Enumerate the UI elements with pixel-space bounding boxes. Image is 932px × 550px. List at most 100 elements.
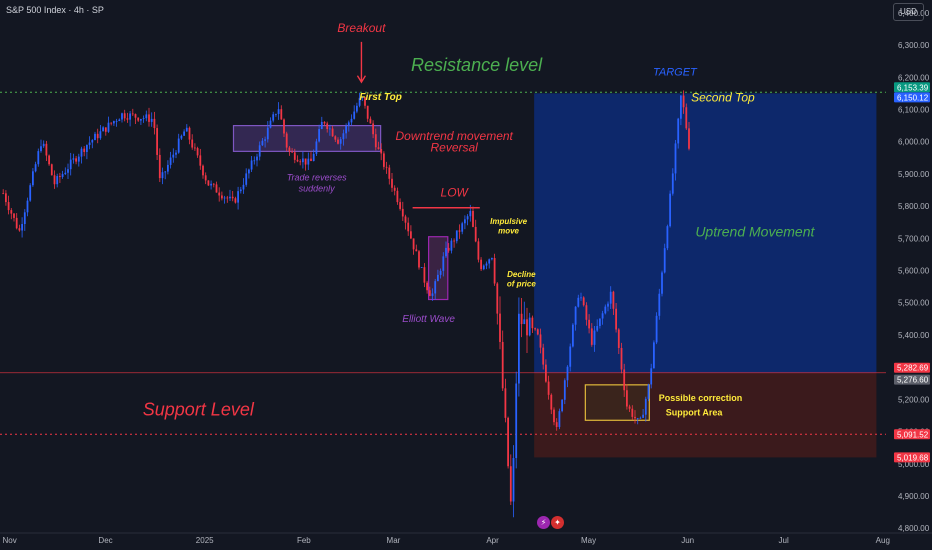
candle-body	[145, 114, 148, 119]
x-tick-5: Apr	[486, 536, 499, 545]
candle-body	[623, 369, 626, 391]
candle-body	[580, 297, 582, 299]
candle-body	[358, 97, 361, 106]
annotation-9: Second Top	[691, 90, 755, 104]
annotation-7: LOW	[441, 185, 470, 199]
candle-body	[663, 248, 666, 273]
y-tick-9: 5,500.00	[898, 299, 930, 308]
candle-body	[550, 394, 553, 410]
candle-body	[274, 113, 277, 115]
price-tags: 6,153.396,150.12 5,282.69 5,276.60 5,091.52…	[894, 82, 930, 463]
candle-body	[374, 134, 377, 148]
candle-body	[596, 326, 599, 331]
candle-body	[158, 154, 161, 179]
candle-body	[469, 210, 472, 217]
candle-body	[37, 151, 40, 165]
price-tag-bg	[894, 92, 930, 103]
candle-body	[655, 315, 658, 343]
candle-body	[283, 119, 285, 134]
candle-body	[517, 313, 520, 384]
price-tag-4: 5,091.52	[897, 430, 929, 439]
x-tick-6: May	[581, 536, 596, 545]
candle-body	[83, 148, 86, 152]
candle-body	[674, 143, 677, 174]
lightning-icon[interactable]: ⚡	[537, 516, 550, 529]
candle-body	[542, 347, 545, 365]
candle-body	[102, 127, 104, 132]
candle-body	[636, 418, 639, 419]
candle-body	[166, 164, 169, 172]
candle-body	[131, 113, 134, 115]
y-tick-4: 6,000.00	[898, 138, 930, 147]
y-tick-8: 5,600.00	[898, 267, 930, 276]
candle-body	[34, 164, 37, 172]
candle-body	[561, 399, 563, 412]
candle-body	[199, 155, 202, 166]
candle-body	[134, 114, 137, 118]
y-tick-7: 5,700.00	[898, 234, 930, 243]
x-tick-0: Nov	[2, 536, 16, 545]
candle-body	[318, 129, 320, 142]
price-tag-bg	[894, 362, 930, 373]
candle-body	[129, 113, 131, 120]
candle-body	[366, 105, 369, 119]
candle-body	[175, 152, 177, 155]
candle-body	[237, 191, 239, 203]
y-tick-5: 5,900.00	[898, 170, 930, 179]
candle-body	[436, 274, 439, 282]
currency-button[interactable]: USD	[893, 3, 924, 21]
candle-body	[104, 127, 107, 132]
x-tick-1: Dec	[98, 536, 112, 545]
candle-body	[353, 111, 356, 119]
annotation-14: of price	[507, 280, 536, 289]
candle-body	[688, 128, 690, 149]
candle-body	[679, 95, 682, 119]
candle-body	[644, 398, 647, 415]
candle-body	[455, 230, 458, 242]
candle-body	[23, 212, 26, 225]
candle-body	[620, 347, 623, 370]
candle-body	[61, 174, 64, 177]
candle-body	[21, 224, 23, 231]
candle-body	[153, 118, 156, 129]
candle-body	[412, 238, 415, 250]
price-tag-bg	[894, 452, 930, 463]
price-tag-bg	[894, 374, 930, 385]
us-flag-icon[interactable]: ✦	[551, 516, 564, 529]
y-tick-15: 4,900.00	[898, 492, 930, 501]
candle-body	[364, 97, 366, 106]
candle-body	[13, 213, 15, 218]
candle-body	[339, 139, 342, 144]
price-tag-1: 6,150.12	[897, 93, 929, 102]
candle-body	[577, 297, 580, 307]
candle-body	[671, 173, 674, 194]
candle-body	[150, 118, 153, 122]
annotations: Breakout Resistance level First Top Downtre…	[143, 21, 816, 419]
candle-body	[472, 210, 474, 227]
candle-body	[434, 281, 437, 294]
zone-reversal-box	[232, 125, 382, 152]
candle-body	[391, 178, 393, 188]
candle-body	[420, 267, 423, 268]
candle-body	[7, 202, 10, 211]
candle-body	[555, 422, 558, 427]
candle-body	[569, 346, 572, 367]
candle-body	[345, 125, 347, 134]
candle-body	[272, 114, 275, 121]
candle-body	[558, 411, 561, 427]
candle-body	[512, 458, 515, 502]
candle-body	[531, 317, 534, 329]
candle-body	[418, 251, 420, 268]
candle-body	[193, 147, 196, 149]
candle-body	[369, 118, 372, 124]
candle-body	[463, 219, 466, 224]
candles	[2, 90, 690, 518]
candle-body	[301, 158, 304, 163]
candle-body	[474, 226, 477, 242]
candle-body	[590, 328, 593, 345]
y-tick-6: 5,800.00	[898, 202, 930, 211]
candle-body	[404, 216, 407, 223]
candle-body	[499, 313, 501, 342]
candle-body	[226, 197, 229, 199]
